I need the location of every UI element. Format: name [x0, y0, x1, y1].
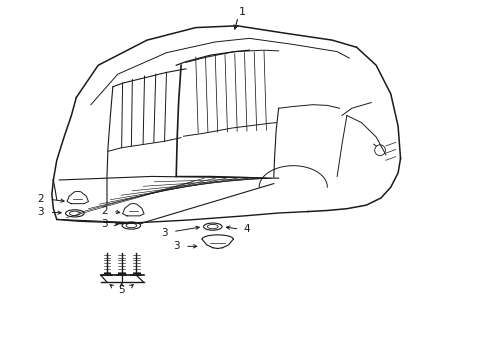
Text: 2: 2: [37, 194, 44, 204]
Text: 3: 3: [161, 228, 167, 238]
Text: 3: 3: [37, 207, 44, 217]
Text: 3: 3: [101, 219, 107, 229]
Text: 2: 2: [101, 206, 107, 216]
Text: 3: 3: [173, 241, 179, 251]
Text: 5: 5: [118, 285, 124, 296]
Text: 4: 4: [243, 224, 250, 234]
Text: 1: 1: [238, 7, 245, 17]
